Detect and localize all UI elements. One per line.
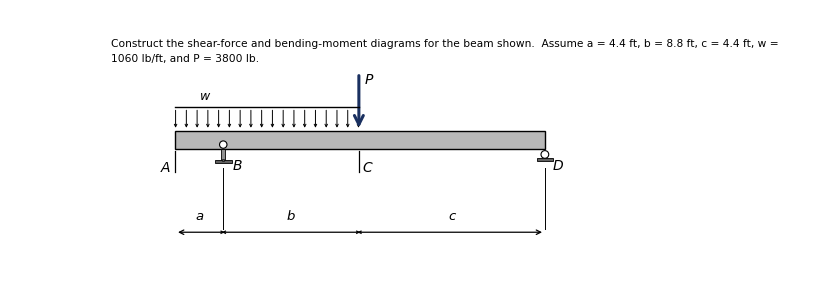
Text: B: B xyxy=(233,159,242,173)
Text: D: D xyxy=(553,159,563,173)
Text: c: c xyxy=(448,210,455,223)
Text: P: P xyxy=(365,73,373,87)
Bar xyxy=(175,131,545,149)
Bar xyxy=(221,149,225,160)
Text: w: w xyxy=(200,90,210,103)
Circle shape xyxy=(219,141,227,148)
Bar xyxy=(537,158,553,161)
Text: C: C xyxy=(363,161,373,175)
Circle shape xyxy=(541,151,549,158)
Text: 1060 lb/ft, and P = 3800 lb.: 1060 lb/ft, and P = 3800 lb. xyxy=(111,54,259,64)
Text: A: A xyxy=(161,161,171,175)
Bar xyxy=(222,159,224,161)
Text: a: a xyxy=(196,210,203,223)
Text: Construct the shear-force and bending-moment diagrams for the beam shown.  Assum: Construct the shear-force and bending-mo… xyxy=(111,39,779,49)
Text: b: b xyxy=(287,210,295,223)
Bar xyxy=(214,160,232,163)
